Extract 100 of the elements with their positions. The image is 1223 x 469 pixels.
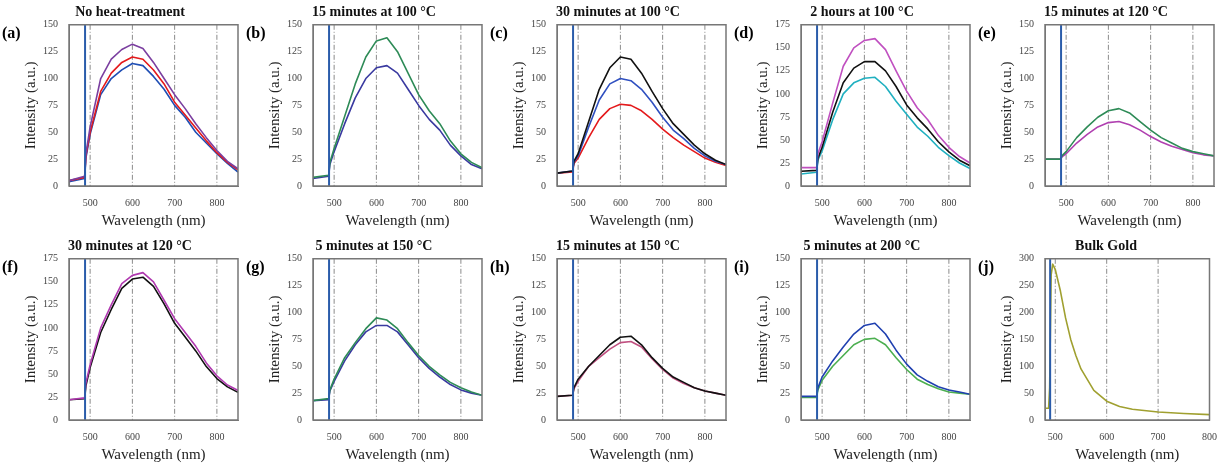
y-tick-label: 125 [287, 279, 302, 291]
y-tick-label: 50 [48, 367, 58, 379]
x-tick-label: 600 [368, 430, 384, 442]
x-tick-label: 600 [856, 430, 872, 442]
y-tick-label: 25 [536, 386, 546, 398]
y-tick-label: 100 [775, 306, 790, 318]
text: (j) [978, 258, 994, 276]
x-tick-label: 600 [1099, 430, 1115, 442]
y-tick-label: 100 [531, 306, 546, 318]
y-tick-label: 125 [531, 279, 546, 291]
x-axis-title: Wavelength (nm) [833, 211, 938, 229]
y-tick-label: 25 [1024, 152, 1034, 164]
y-tick-label: 150 [1019, 333, 1034, 345]
y-tick-label: 0 [541, 413, 546, 425]
x-tick-label: 800 [697, 430, 713, 442]
y-tick-label: 200 [1019, 306, 1034, 318]
text: (f) [2, 258, 18, 276]
chart-title: 15 minutes at 100 °C [312, 4, 436, 20]
x-tick-label: 800 [697, 196, 713, 208]
y-axis-title: Intensity (a.u.) [753, 295, 771, 384]
y-tick-label: 100 [43, 72, 58, 84]
x-axis-title: Wavelength (nm) [345, 445, 450, 463]
y-axis-title: Intensity (a.u.) [753, 61, 771, 150]
x-tick-label: 800 [941, 196, 957, 208]
x-tick-label: 700 [167, 430, 183, 442]
y-tick-label: 0 [297, 413, 302, 425]
x-tick-label: 500 [1047, 430, 1063, 442]
y-tick-label: 75 [536, 99, 546, 111]
y-tick-label: 75 [1024, 99, 1034, 111]
y-tick-label: 0 [541, 179, 546, 191]
x-tick-label: 800 [209, 430, 225, 442]
x-tick-label: 500 [814, 196, 830, 208]
y-tick-label: 50 [1024, 386, 1034, 398]
y-axis-title: Intensity (a.u.) [265, 295, 283, 384]
x-axis-title: Wavelength (nm) [345, 211, 450, 229]
x-tick-label: 600 [856, 196, 872, 208]
y-tick-label: 25 [292, 386, 302, 398]
y-tick-label: 150 [1019, 18, 1034, 30]
y-tick-label: 0 [785, 413, 790, 425]
y-tick-label: 125 [287, 45, 302, 57]
y-tick-label: 125 [43, 45, 58, 57]
chart-title: 2 hours at 100 °C [810, 4, 914, 20]
y-tick-label: 150 [43, 18, 58, 30]
x-tick-label: 800 [1202, 430, 1217, 442]
x-tick-label: 700 [899, 430, 915, 442]
chart-title: 5 minutes at 150 °C [315, 238, 433, 254]
y-tick-label: 75 [48, 99, 58, 111]
y-tick-label: 75 [48, 344, 58, 356]
x-tick-label: 700 [1150, 430, 1166, 442]
y-tick-label: 75 [780, 333, 790, 345]
y-tick-label: 50 [292, 359, 302, 371]
y-tick-label: 100 [287, 72, 302, 84]
chart-title: Bulk Gold [1075, 238, 1138, 254]
y-tick-label: 75 [780, 110, 790, 122]
x-tick-label: 700 [167, 196, 183, 208]
chart-title: 30 minutes at 120 °C [68, 238, 192, 254]
x-tick-label: 600 [124, 196, 140, 208]
y-tick-label: 100 [287, 306, 302, 318]
y-tick-label: 150 [531, 18, 546, 30]
x-axis-title: Wavelength (nm) [1077, 211, 1182, 229]
x-tick-label: 700 [899, 196, 915, 208]
y-tick-label: 50 [780, 133, 790, 145]
x-tick-label: 500 [326, 430, 342, 442]
text: (g) [246, 258, 265, 276]
x-axis-title: Wavelength (nm) [1075, 445, 1180, 463]
x-tick-label: 600 [612, 430, 628, 442]
y-tick-label: 50 [292, 125, 302, 137]
y-tick-label: 150 [287, 252, 302, 264]
y-tick-label: 100 [775, 87, 790, 99]
text: (b) [246, 24, 266, 42]
y-tick-label: 100 [43, 321, 58, 333]
y-axis-title: Intensity (a.u.) [21, 295, 39, 384]
x-tick-label: 500 [326, 196, 342, 208]
y-tick-label: 150 [287, 18, 302, 30]
y-tick-label: 0 [297, 179, 302, 191]
chart-title: 15 minutes at 120 °C [1044, 4, 1168, 20]
y-tick-label: 75 [292, 99, 302, 111]
y-tick-label: 175 [775, 18, 790, 30]
x-axis-title: Wavelength (nm) [589, 445, 694, 463]
x-tick-label: 600 [612, 196, 628, 208]
text: (e) [978, 24, 996, 42]
y-tick-label: 150 [775, 41, 790, 53]
y-tick-label: 50 [48, 125, 58, 137]
x-tick-label: 600 [124, 430, 140, 442]
y-tick-label: 100 [1019, 72, 1034, 84]
x-tick-label: 700 [655, 430, 671, 442]
x-axis-title: Wavelength (nm) [101, 445, 206, 463]
x-tick-label: 500 [82, 196, 98, 208]
y-tick-label: 25 [292, 152, 302, 164]
y-tick-label: 75 [292, 333, 302, 345]
x-tick-label: 700 [1143, 196, 1159, 208]
x-axis-title: Wavelength (nm) [589, 211, 694, 229]
y-tick-label: 0 [53, 413, 58, 425]
x-tick-label: 800 [453, 430, 469, 442]
y-tick-label: 150 [531, 252, 546, 264]
y-tick-label: 50 [1024, 125, 1034, 137]
y-tick-label: 125 [775, 64, 790, 76]
x-tick-label: 800 [453, 196, 469, 208]
y-axis-title: Intensity (a.u.) [997, 61, 1015, 150]
y-tick-label: 25 [780, 156, 790, 168]
